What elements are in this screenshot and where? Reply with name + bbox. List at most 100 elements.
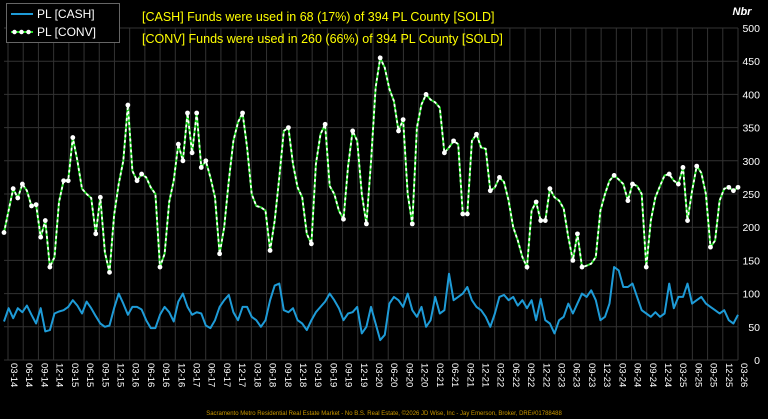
legend-item-conv: PL [CONV] <box>11 24 96 40</box>
y-tick-label: 300 <box>742 156 760 168</box>
data-point <box>175 141 181 147</box>
x-tick-label: 09-22 <box>525 363 536 387</box>
x-axis-labels: 03-14 06-14 09-14 12-14 03-15 06-15 09-15 12-15… <box>8 363 749 387</box>
y-tick-label: 50 <box>748 322 760 334</box>
conv-annotation: [CONV] Funds were used in 260 (66%) of 3… <box>142 32 503 46</box>
data-point <box>364 221 369 227</box>
data-point <box>442 150 447 156</box>
data-point <box>643 264 649 270</box>
data-point <box>575 231 580 237</box>
x-tick-label: 12-17 <box>236 363 247 387</box>
x-tick-label: 03-21 <box>434 363 445 387</box>
data-point <box>680 165 686 170</box>
x-tick-label: 12-23 <box>601 363 612 387</box>
data-point <box>15 195 21 201</box>
y-tick-label: 500 <box>742 23 760 35</box>
data-point <box>400 117 406 123</box>
x-tick-label: 06-19 <box>327 363 338 387</box>
data-point <box>547 186 553 192</box>
x-tick-label: 03-20 <box>373 363 384 387</box>
data-point <box>203 158 209 164</box>
data-point <box>685 218 690 223</box>
legend: PL [CASH] PL [CONV] <box>6 3 120 43</box>
x-tick-label: 12-18 <box>297 363 308 387</box>
y-tick-label: 100 <box>742 289 760 301</box>
data-point <box>533 199 539 205</box>
x-tick-label: 03-19 <box>312 363 323 387</box>
series-line-dots <box>3 54 739 273</box>
data-point <box>93 231 99 237</box>
series-conv <box>1 54 741 275</box>
data-point <box>189 150 195 156</box>
y-tick-label: 450 <box>742 56 760 68</box>
y-tick-label: 150 <box>742 255 760 267</box>
data-point <box>611 173 617 178</box>
x-tick-label: 03-26 <box>738 363 749 387</box>
data-point <box>286 125 291 130</box>
x-tick-label: 03-14 <box>8 363 19 387</box>
x-tick-label: 03-24 <box>616 363 627 387</box>
data-point <box>423 92 429 97</box>
x-tick-label: 06-25 <box>692 363 703 387</box>
x-tick-label: 03-17 <box>191 363 202 387</box>
y-tick-label: 350 <box>742 123 760 135</box>
data-point <box>451 138 456 144</box>
x-tick-label: 03-23 <box>556 363 567 387</box>
legend-label-cash: PL [CASH] <box>37 7 95 21</box>
data-point <box>47 264 53 270</box>
legend-swatch-cash <box>11 10 33 18</box>
x-tick-label: 03-22 <box>495 363 506 387</box>
x-tick-label: 12-22 <box>540 363 551 387</box>
x-tick-label: 03-25 <box>677 363 688 387</box>
data-point <box>134 178 140 184</box>
data-point <box>70 135 76 140</box>
data-point <box>350 128 356 134</box>
data-point <box>194 110 200 116</box>
data-point <box>396 128 401 134</box>
x-tick-label: 12-25 <box>723 363 734 387</box>
data-point <box>19 181 25 187</box>
data-point <box>570 258 576 263</box>
y-axis-title: Nbr <box>733 6 753 18</box>
x-tick-label: 09-24 <box>647 363 658 387</box>
x-tick-label: 09-21 <box>464 363 475 387</box>
x-tick-label: 12-14 <box>54 363 65 387</box>
data-point <box>157 264 163 270</box>
x-tick-label: 06-23 <box>571 363 582 387</box>
data-point <box>107 269 112 275</box>
legend-swatch-conv <box>11 28 33 36</box>
x-tick-label: 12-21 <box>479 363 490 387</box>
x-tick-label: 09-15 <box>99 363 110 387</box>
data-point <box>10 186 16 192</box>
y-tick-label: 250 <box>742 189 760 201</box>
data-point <box>694 163 700 169</box>
x-tick-label: 09-20 <box>403 363 414 387</box>
x-tick-label: 09-14 <box>38 363 49 387</box>
data-point <box>542 218 548 223</box>
x-tick-label: 12-19 <box>358 363 369 387</box>
x-tick-label: 12-16 <box>175 363 186 387</box>
x-tick-label: 12-20 <box>419 363 430 387</box>
data-point <box>38 234 44 240</box>
data-point <box>1 230 7 235</box>
data-point <box>65 178 71 184</box>
x-tick-label: 06-17 <box>206 363 217 387</box>
x-tick-label: 03-18 <box>251 363 262 387</box>
data-point <box>579 264 585 270</box>
y-tick-label: 400 <box>742 89 760 101</box>
data-point <box>474 131 479 137</box>
x-tick-label: 09-16 <box>160 363 171 387</box>
data-point <box>33 202 39 208</box>
series-cash <box>3 266 739 342</box>
data-point <box>464 211 470 217</box>
data-point <box>322 121 328 127</box>
data-point <box>185 110 190 116</box>
data-point <box>675 181 681 187</box>
data-point <box>625 198 631 204</box>
x-tick-label: 09-19 <box>343 363 354 387</box>
data-point <box>524 264 530 270</box>
data-point <box>726 184 732 190</box>
data-point <box>377 55 383 61</box>
cash-annotation: [CASH] Funds were used in 68 (17%) of 39… <box>142 10 495 24</box>
x-tick-label: 03-15 <box>69 363 80 387</box>
